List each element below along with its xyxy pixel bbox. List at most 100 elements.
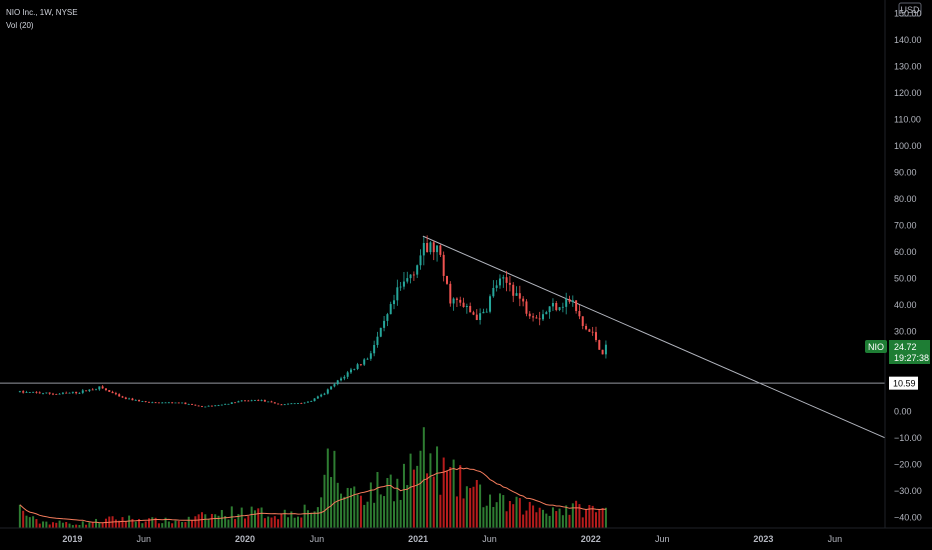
candle-body [389,304,392,315]
price-tick-label: 40.00 [894,300,917,310]
candle-body [416,265,419,275]
volume-bar [386,478,389,528]
volume-bar [429,453,432,528]
candle-body [465,305,468,307]
time-tick-label: Jun [828,534,843,544]
candle-body [409,274,412,279]
price-tick-label: 70.00 [894,221,917,231]
last-price-tag[interactable]: NIO 24.72 19:27:38 [865,340,930,364]
volume-bar [581,517,584,528]
volume-bar [532,505,535,528]
candle-body [280,404,283,406]
time-tick-label: 2022 [581,534,601,544]
time-tick-label: 2019 [62,534,82,544]
candle-body [522,298,525,302]
candle-body [571,300,574,302]
candle-body [555,302,558,311]
candle-body [604,344,607,355]
volume-bar [267,516,270,528]
volume-bar [551,507,554,528]
volume-bar [98,522,101,528]
volume-bar [306,510,309,528]
volume-bar [95,518,98,528]
price-scale[interactable]: USD 150.00 140.00 130.00 120.00 110.00 100.00… [884,0,932,528]
volume-legend[interactable]: Vol (20) [6,21,34,30]
volume-bar [220,509,223,528]
candle-body [88,389,91,392]
candle-body [247,400,250,402]
candle-body [244,400,247,402]
volume-bar [131,518,134,528]
candle-body [81,390,84,393]
candle-body [568,298,571,302]
volume-bar [250,506,253,528]
candle-body [565,298,568,307]
candle-body [379,327,382,337]
candle-body [32,391,35,393]
candle-body [38,392,41,394]
candle-body [518,293,521,299]
candle-body [227,403,230,405]
candle-body [68,392,71,394]
volume-bar [187,516,190,528]
candle-body [174,402,177,404]
candle-body [306,401,309,403]
candle-body [22,391,25,393]
candle-body [95,389,98,391]
symbol-tag [865,340,887,353]
time-tick-label: Jun [482,534,497,544]
candle-body [217,405,220,407]
candle-body [260,400,263,401]
candle-body [184,402,187,405]
candle-body [449,283,452,304]
candle-body [91,389,94,391]
trendline[interactable] [422,235,886,439]
candle-body [349,369,352,373]
candle-body [194,404,197,406]
volume-bar [296,516,299,528]
time-scale[interactable]: 2019 Jun 2020 Jun 2021 Jun 2022 Jun 2023 Jun [0,527,932,544]
candle-body [253,400,256,401]
symbol-legend[interactable]: NIO Inc., 1W, NYSE [6,8,78,17]
candle-body [452,298,455,304]
candle-body [402,281,405,287]
volume-bar [177,521,180,528]
candle-body [220,404,223,406]
volume-bar [561,515,564,528]
volume-bar [505,511,508,528]
candle-body [542,314,545,320]
candle-body [479,313,482,320]
volume-bar [542,509,545,528]
volume-bar [558,508,561,528]
volume-bar [393,501,396,528]
volume-bar [55,522,58,528]
candle-body [369,353,372,359]
candle-body [588,329,591,332]
candle-body [508,282,511,285]
currency-box[interactable] [898,2,922,17]
horizontal-line-tag[interactable]: 10.59 [889,376,918,390]
volume-bar [85,524,88,528]
candle-body [445,275,448,284]
candle-body [128,398,131,400]
volume-bar [535,512,538,528]
candle-body [191,404,194,405]
candle-body [601,349,604,355]
volume-bar [128,515,131,528]
candle-body [399,286,402,288]
candle-body [432,242,435,253]
volume-bar [263,518,266,528]
volume-bar [25,515,28,528]
candle-body [343,376,346,379]
candle-body [164,402,167,404]
candle-body [535,317,538,319]
candle-body [108,390,111,392]
candle-body [376,336,379,345]
volume-bar [462,498,465,528]
volume-bar [141,523,144,528]
volume-bar [124,521,127,528]
candle-body [326,389,329,394]
volume-bar [194,516,197,528]
volume-bar [293,517,296,528]
